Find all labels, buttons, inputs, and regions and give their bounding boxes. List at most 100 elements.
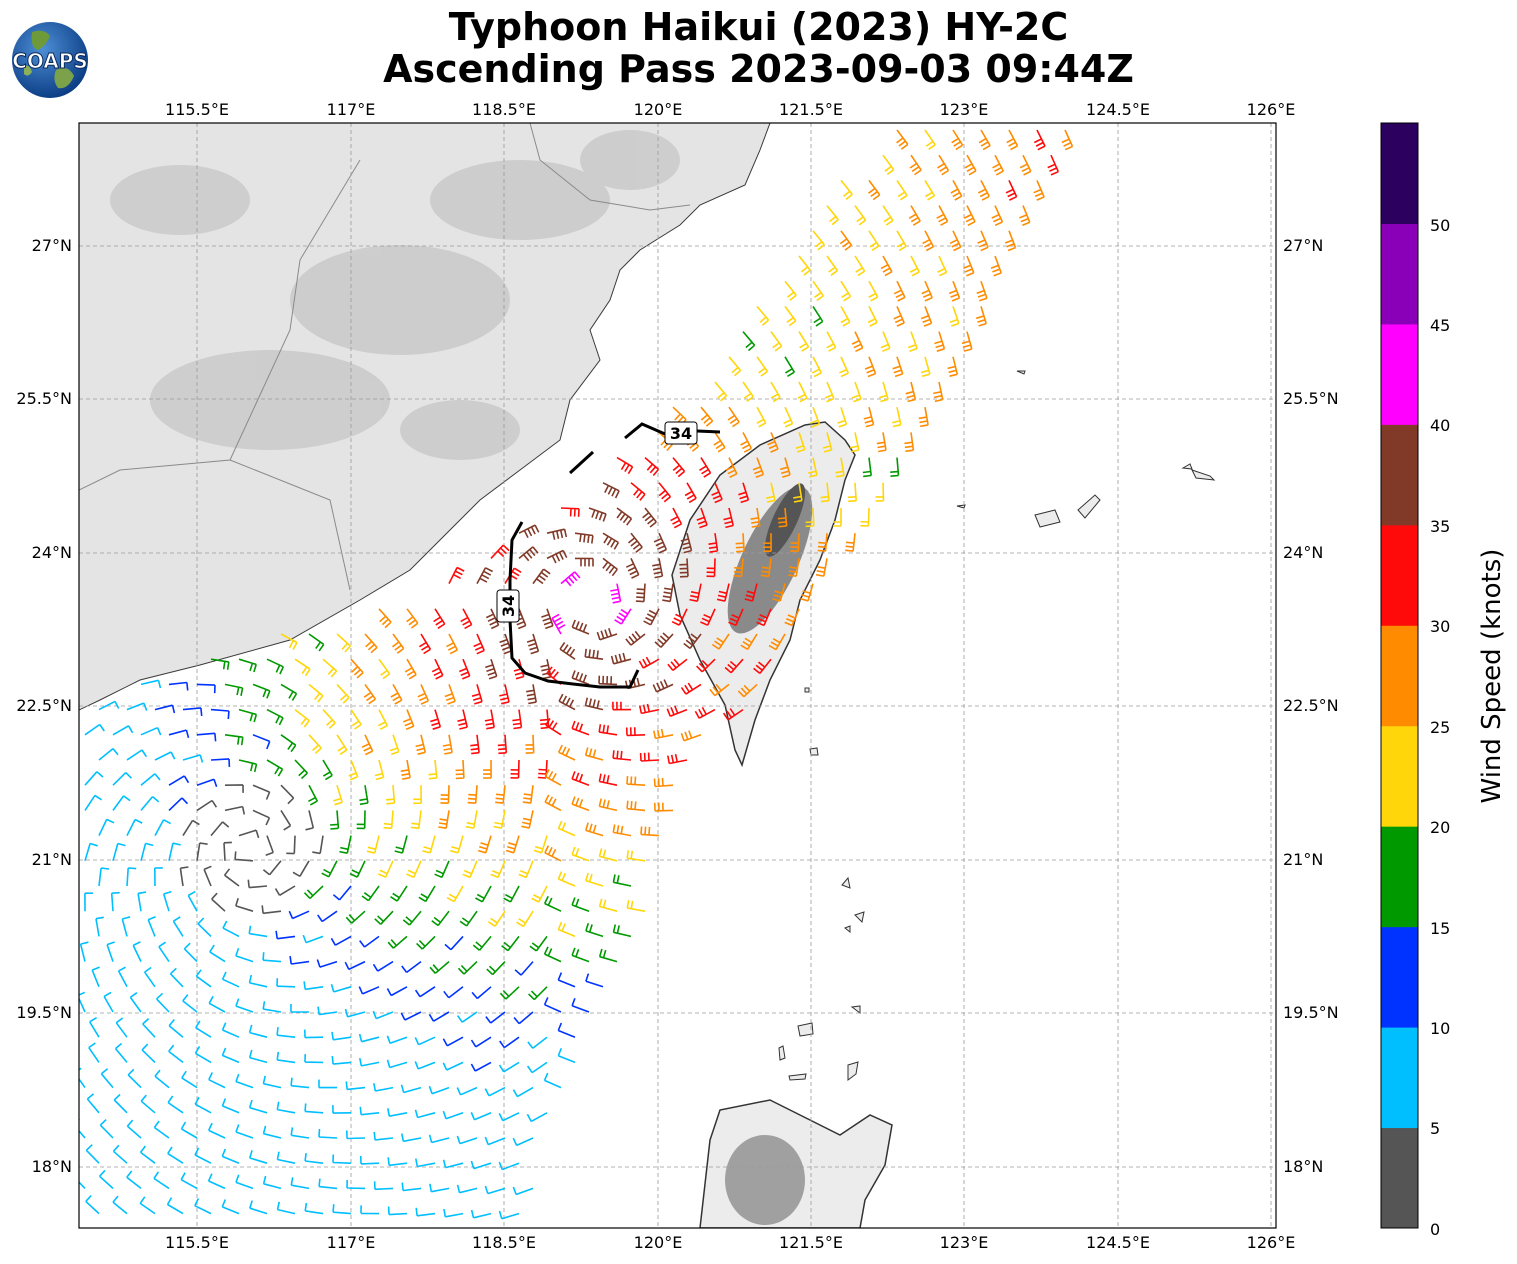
wind-barb <box>406 860 422 879</box>
wind-barb <box>308 633 325 652</box>
wind-barb <box>868 280 879 302</box>
wind-barb <box>1033 180 1045 201</box>
wind-barb <box>671 608 688 626</box>
wind-barb <box>950 180 963 201</box>
wind-barb <box>543 946 562 963</box>
wind-barb <box>112 725 134 736</box>
wind-barb <box>551 613 566 635</box>
wind-barb <box>808 457 818 478</box>
wind-barb <box>521 810 534 829</box>
wind-barb <box>330 983 352 993</box>
wind-barb <box>921 280 933 302</box>
wind-barb <box>744 583 758 602</box>
wind-barb <box>723 507 734 529</box>
wind-barb <box>598 948 618 963</box>
wind-barb <box>290 1004 309 1013</box>
wind-barb <box>433 608 446 629</box>
colorbar-segment <box>1381 424 1418 526</box>
wind-barb <box>777 507 788 528</box>
wind-barb <box>98 867 110 887</box>
wind-barb <box>389 734 400 756</box>
wind-barb <box>372 960 394 972</box>
wind-barb <box>84 723 105 736</box>
wind-barb <box>630 482 646 501</box>
wind-barb <box>711 633 730 650</box>
wind-barb <box>484 1136 506 1146</box>
wind-barb <box>760 558 772 578</box>
wind-barb <box>373 1131 394 1141</box>
wind-barb <box>920 306 933 327</box>
wind-barb <box>805 507 815 528</box>
wind-barb <box>462 860 478 879</box>
wind-barb <box>413 785 422 805</box>
wind-barb <box>493 810 506 829</box>
wind-barb <box>896 129 909 150</box>
wind-barb <box>880 331 891 353</box>
wind-barb <box>294 759 308 780</box>
wind-barb <box>699 457 712 478</box>
wind-barb <box>526 1112 548 1123</box>
wind-barb <box>359 1155 380 1165</box>
wind-barb <box>763 533 772 552</box>
wind-barb <box>854 205 867 226</box>
wind-barb <box>330 935 352 946</box>
wind-barb <box>358 986 380 995</box>
wind-barb <box>415 734 427 755</box>
wind-barb <box>526 1061 548 1074</box>
wind-barb <box>172 916 184 937</box>
wind-barb <box>383 810 394 830</box>
wind-barb <box>625 630 646 646</box>
wind-barb <box>290 1077 310 1089</box>
wind-barb <box>822 432 833 453</box>
wind-barb <box>584 697 604 711</box>
wind-barb <box>756 608 772 627</box>
wind-barb <box>181 1070 198 1089</box>
wind-barb <box>546 528 568 540</box>
lat-label-left-24: 24°N <box>32 543 72 562</box>
wind-barb <box>470 1036 492 1048</box>
wind-barb <box>262 1075 282 1089</box>
wind-barb <box>422 835 436 854</box>
wind-barb <box>304 1029 324 1039</box>
wind-barb <box>484 1086 506 1097</box>
wind-barb <box>280 809 292 831</box>
wind-barb <box>456 1086 478 1096</box>
wind-barb <box>404 658 417 680</box>
contour-label-34-north: 34 <box>670 424 692 443</box>
wind-barb <box>249 1200 268 1215</box>
wind-barb <box>415 1158 436 1168</box>
wind-barb <box>196 683 216 694</box>
wind-barb <box>571 670 590 686</box>
wind-barb <box>252 683 271 699</box>
wind-barb <box>235 998 254 1013</box>
lat-label-left-25.5: 25.5°N <box>16 389 72 408</box>
wind-barb <box>526 633 540 655</box>
wind-barb <box>221 1047 240 1064</box>
colorbar-segment <box>1381 1127 1418 1229</box>
wind-barb <box>920 356 931 378</box>
wind-barb <box>614 608 632 625</box>
wind-barb <box>414 986 436 998</box>
colorbar-segment <box>1381 725 1418 827</box>
wind-barb <box>756 356 769 377</box>
wind-barb <box>210 658 230 670</box>
wind-barb <box>817 533 828 552</box>
colorbar-tick-35: 35 <box>1430 517 1450 536</box>
wind-barb <box>756 305 770 326</box>
wind-barb <box>505 835 520 854</box>
wind-barb <box>499 1036 520 1049</box>
wind-barb <box>429 1183 450 1193</box>
wind-barb <box>654 802 674 812</box>
wind-barb <box>377 860 394 878</box>
colorbar-segment <box>1381 826 1418 928</box>
wind-barb <box>221 1148 240 1164</box>
wind-barb <box>127 1068 142 1089</box>
colorbar-tick-15: 15 <box>1430 919 1450 938</box>
wind-barb <box>387 935 408 949</box>
wind-barb <box>689 583 702 602</box>
wind-barb <box>195 1020 212 1038</box>
wind-barb <box>349 860 366 878</box>
wind-barb <box>294 658 311 677</box>
wind-barb <box>265 835 274 857</box>
wind-barb <box>344 1008 366 1018</box>
